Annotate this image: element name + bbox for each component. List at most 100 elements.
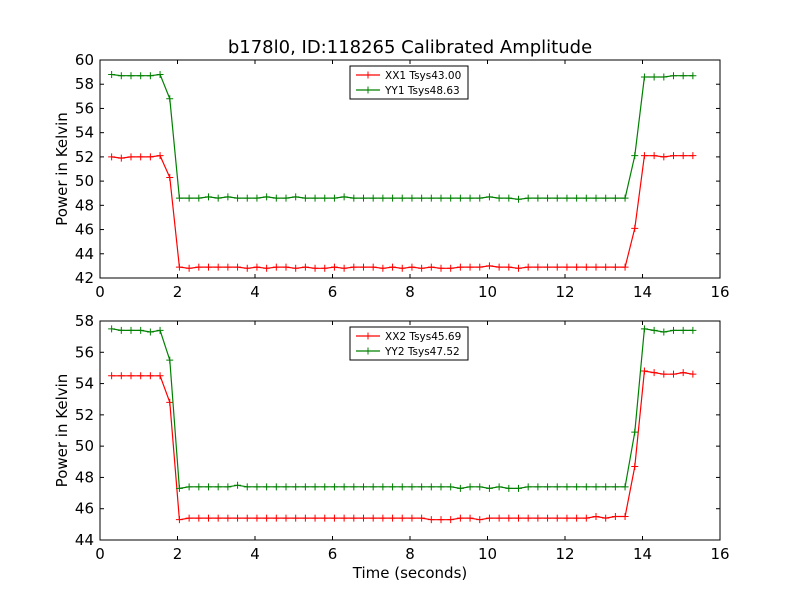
data-point <box>321 194 329 202</box>
data-point <box>398 514 406 522</box>
data-point <box>330 263 338 271</box>
data-point <box>602 194 610 202</box>
legend-box <box>349 65 469 100</box>
data-point <box>321 264 329 272</box>
data-point <box>582 263 590 271</box>
x-axis-label: Time (seconds) <box>352 564 468 582</box>
data-point <box>340 193 348 201</box>
x-tick-label: 14 <box>633 283 652 301</box>
data-point <box>505 484 513 492</box>
data-point <box>524 194 532 202</box>
data-point <box>272 194 280 202</box>
data-point <box>573 194 581 202</box>
data-point <box>224 263 232 271</box>
data-point <box>466 194 474 202</box>
data-point <box>389 194 397 202</box>
data-point <box>311 514 319 522</box>
x-tick-label: 12 <box>555 283 574 301</box>
y-tick-label: 44 <box>75 531 94 549</box>
data-point <box>573 514 581 522</box>
data-point <box>437 264 445 272</box>
data-point <box>602 483 610 491</box>
data-point <box>621 513 629 521</box>
y-tick-label: 42 <box>75 269 94 287</box>
x-tick-label: 10 <box>478 545 497 563</box>
data-point <box>243 483 251 491</box>
data-point <box>408 263 416 271</box>
x-tick-label: 8 <box>405 283 415 301</box>
data-point <box>485 262 493 270</box>
data-point <box>156 372 164 380</box>
data-point <box>137 153 145 161</box>
data-point <box>689 326 697 334</box>
data-point <box>360 263 367 271</box>
data-point <box>670 72 677 80</box>
data-point <box>292 514 300 522</box>
data-point <box>166 398 174 406</box>
data-point <box>340 483 348 491</box>
y-tick-label: 50 <box>75 172 94 190</box>
data-point <box>660 370 668 378</box>
data-point <box>282 194 290 202</box>
data-point <box>195 483 203 491</box>
data-point <box>515 514 522 522</box>
data-point <box>108 372 116 380</box>
data-point <box>582 194 590 202</box>
data-point <box>137 326 145 334</box>
data-point <box>175 516 183 524</box>
data-point <box>495 514 503 522</box>
data-point <box>505 194 513 202</box>
data-point <box>340 514 348 522</box>
data-point <box>369 514 377 522</box>
y-tick-label: 58 <box>75 75 94 93</box>
data-point <box>660 328 668 336</box>
x-tick-label: 4 <box>250 283 260 301</box>
x-tick-label: 12 <box>555 545 574 563</box>
data-point <box>563 194 571 202</box>
data-point <box>108 325 116 333</box>
y-tick-label: 56 <box>75 99 94 117</box>
data-point <box>185 483 193 491</box>
legend-label: YY1 Tsys48.63 <box>384 85 460 97</box>
data-point <box>224 193 232 201</box>
data-point <box>544 263 552 271</box>
data-point <box>427 263 435 271</box>
legend-box <box>349 326 469 361</box>
data-point <box>282 483 290 491</box>
data-point <box>563 514 571 522</box>
data-point <box>515 195 522 203</box>
legend-marker <box>364 332 372 340</box>
data-point <box>485 514 493 522</box>
y-tick-label: 52 <box>75 406 94 424</box>
data-point <box>418 194 426 202</box>
data-point <box>602 263 610 271</box>
data-point <box>573 483 581 491</box>
data-point <box>360 483 367 491</box>
data-point <box>146 328 154 336</box>
data-point <box>205 193 212 201</box>
data-point <box>631 462 639 470</box>
data-point <box>301 483 309 491</box>
data-point <box>321 483 329 491</box>
x-tick-label: 14 <box>633 545 652 563</box>
data-point <box>214 483 222 491</box>
data-point <box>282 263 290 271</box>
data-point <box>670 152 677 160</box>
data-point <box>447 516 455 524</box>
data-point <box>127 72 135 80</box>
data-point <box>330 194 338 202</box>
data-point <box>263 514 271 522</box>
y-tick-label: 58 <box>75 312 94 330</box>
data-point <box>418 483 426 491</box>
data-point <box>534 194 542 202</box>
data-point <box>146 372 154 380</box>
data-point <box>582 514 590 522</box>
data-point <box>214 194 222 202</box>
data-point <box>660 73 668 81</box>
data-point <box>563 483 571 491</box>
data-point <box>466 483 474 491</box>
data-point <box>389 514 397 522</box>
y-tick-label: 50 <box>75 437 94 455</box>
data-point <box>321 514 329 522</box>
